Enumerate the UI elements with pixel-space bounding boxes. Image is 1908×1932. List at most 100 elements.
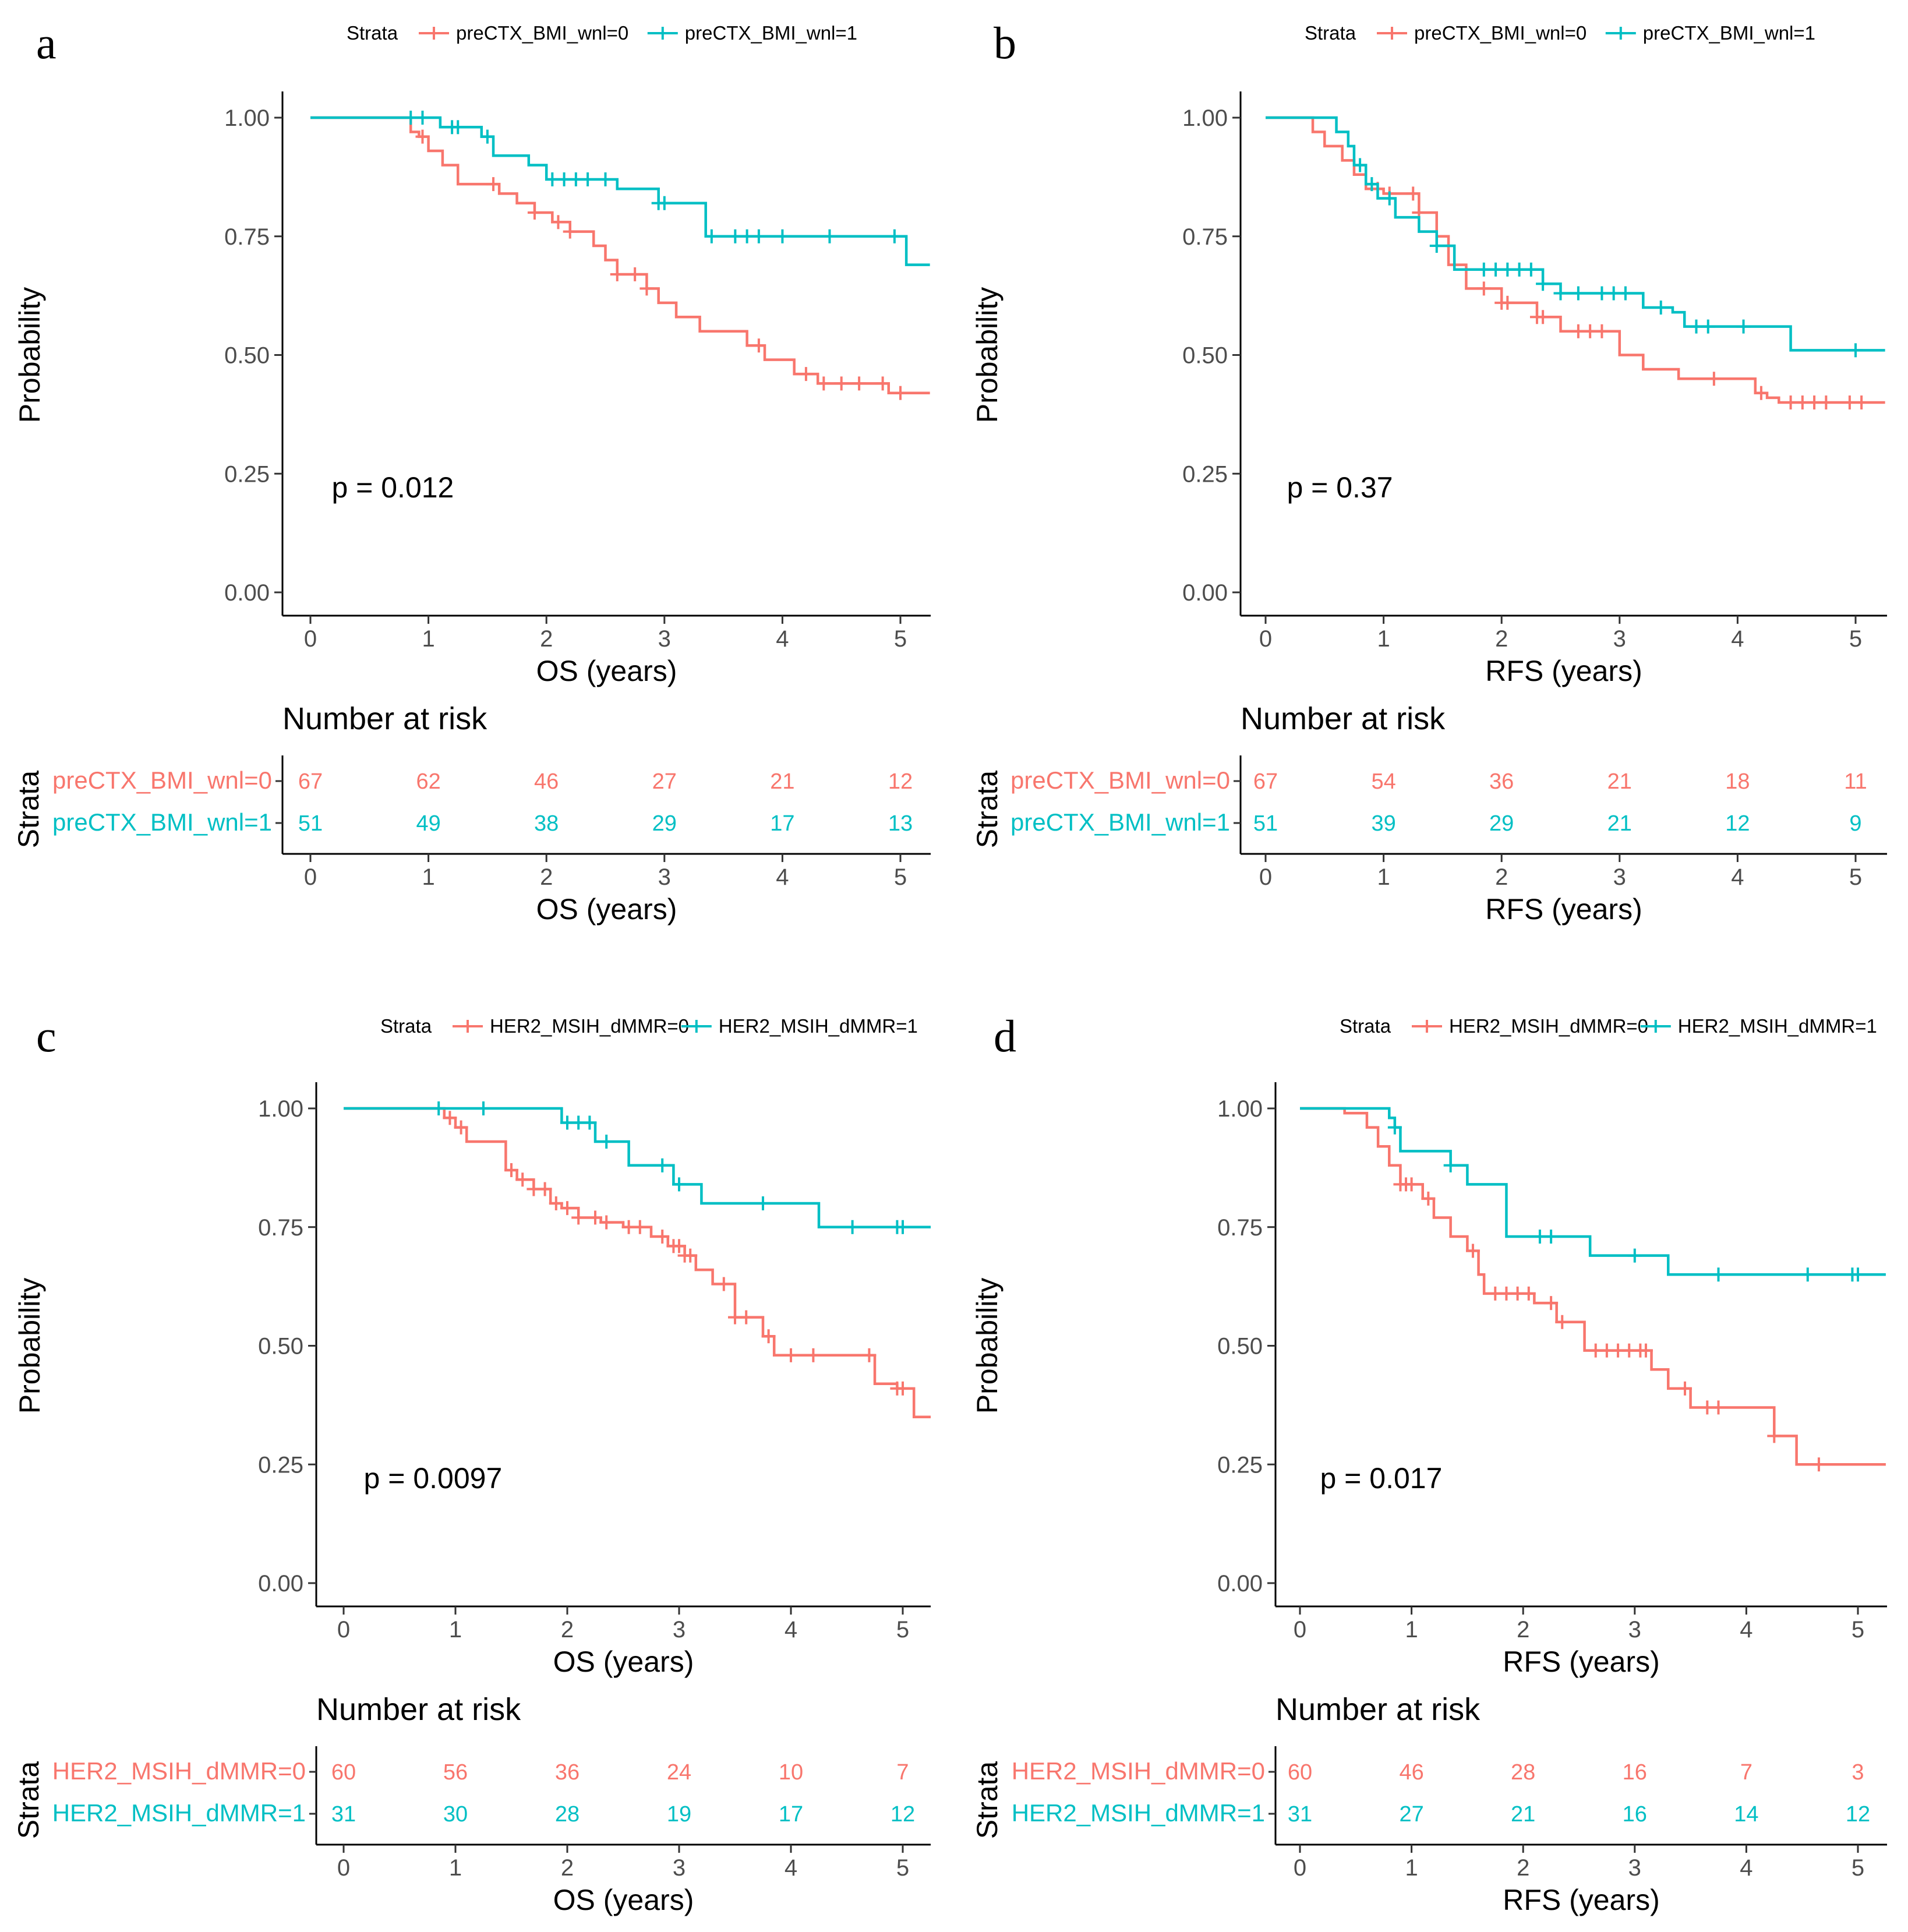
censor-mark (1800, 1267, 1815, 1282)
risk-strata-label: Strata (12, 1761, 45, 1839)
y-tick-label: 1.00 (224, 105, 270, 131)
risk-count: 12 (1846, 1802, 1870, 1827)
risk-count: 46 (1399, 1760, 1423, 1785)
risk-row-label: preCTX_BMI_wnl=0 (1010, 767, 1230, 794)
risk-count: 7 (1740, 1760, 1752, 1785)
risk-count: 7 (896, 1760, 909, 1785)
y-tick-label: 0.50 (258, 1334, 303, 1359)
risk-count: 10 (779, 1760, 803, 1785)
risk-row-label: preCTX_BMI_wnl=1 (1010, 808, 1230, 836)
y-tick-label: 1.00 (1217, 1096, 1263, 1122)
censor-mark (610, 267, 624, 281)
risk-row-label: HER2_MSIH_dMMR=0 (1012, 1757, 1265, 1785)
risk-count: 31 (331, 1802, 356, 1827)
y-tick-label: 0.00 (258, 1571, 303, 1597)
risk-x-tick-label: 2 (561, 1855, 574, 1881)
censor-mark (1465, 1244, 1480, 1258)
censor-mark (551, 215, 566, 229)
risk-count: 17 (779, 1802, 803, 1827)
censor-mark (545, 172, 560, 186)
panel-label-a: a (36, 17, 56, 68)
censor-mark (1595, 286, 1609, 301)
censor-mark (1429, 239, 1444, 253)
risk-x-axis-label: RFS (years) (1485, 893, 1642, 926)
censor-mark (806, 1348, 821, 1362)
risk-count: 29 (1489, 811, 1514, 836)
risk-count: 39 (1371, 811, 1395, 836)
km-panel-c: c Strata HER2_MSIH_dMMR=0 HER2_MSIH_dMMR=10… (12, 1011, 931, 1916)
risk-x-tick-label: 1 (449, 1855, 462, 1881)
x-tick-label: 0 (1294, 1617, 1306, 1643)
km-panel-d: d Strata HER2_MSIH_dMMR=0 HER2_MSIH_dMMR=1 0… (971, 1011, 1887, 1916)
risk-count: 12 (891, 1802, 915, 1827)
censor-mark (1536, 277, 1550, 291)
km-panel-b: b Strata preCTX_BMI_wnl=0 preCTX_BMI_wnl=10… (971, 17, 1887, 926)
censor-mark (1689, 319, 1704, 334)
risk-count: 3 (1852, 1760, 1864, 1785)
risk-row-label: preCTX_BMI_wnl=0 (52, 767, 272, 794)
censor-mark (1842, 395, 1857, 409)
km-curve-1 (344, 1107, 931, 1228)
censor-mark (454, 1120, 468, 1135)
risk-count: 60 (331, 1760, 356, 1785)
censor-mark (756, 1196, 770, 1210)
y-tick-label: 0.75 (224, 224, 270, 250)
legend-entry-1: preCTX_BMI_wnl=1 (685, 22, 857, 44)
censor-mark (549, 1196, 563, 1210)
censor-mark (1387, 1120, 1402, 1135)
legend-entry-0: preCTX_BMI_wnl=0 (456, 22, 628, 44)
censor-mark (1678, 1381, 1693, 1396)
risk-x-tick-label: 4 (785, 1855, 797, 1881)
risk-table-title: Number at risk (282, 701, 487, 736)
risk-count: 24 (667, 1760, 691, 1785)
censor-mark (683, 1248, 698, 1263)
x-tick-label: 0 (1259, 626, 1272, 652)
censor-mark (538, 1182, 552, 1196)
x-tick-label: 5 (894, 626, 907, 652)
censor-mark (657, 196, 672, 210)
x-tick-label: 3 (673, 1617, 686, 1643)
censor-mark (875, 376, 890, 391)
censor-mark (1406, 186, 1421, 201)
risk-x-tick-label: 2 (540, 864, 553, 890)
x-tick-label: 5 (896, 1617, 909, 1643)
x-axis-label: OS (years) (553, 1645, 694, 1678)
risk-count: 28 (1511, 1760, 1535, 1785)
risk-x-tick-label: 1 (1405, 1855, 1418, 1881)
x-tick-label: 5 (1849, 626, 1862, 652)
y-tick-label: 0.25 (1182, 461, 1228, 487)
risk-count: 18 (1725, 769, 1750, 794)
censor-mark (751, 338, 766, 353)
censor-mark (557, 172, 571, 186)
risk-x-tick-label: 1 (1377, 864, 1390, 890)
legend: Strata preCTX_BMI_wnl=0 preCTX_BMI_wnl=1 (347, 22, 857, 44)
censor-mark (672, 1239, 686, 1253)
x-tick-label: 2 (1495, 626, 1508, 652)
x-tick-label: 5 (1852, 1617, 1864, 1643)
risk-x-tick-label: 1 (422, 864, 434, 890)
risk-x-tick-label: 0 (337, 1855, 350, 1881)
legend-entry-0: preCTX_BMI_wnl=0 (1414, 22, 1587, 44)
censor-mark (1521, 1286, 1536, 1301)
risk-count: 21 (1511, 1802, 1535, 1827)
risk-count: 31 (1288, 1802, 1312, 1827)
censor-mark (1811, 1457, 1826, 1472)
risk-count: 16 (1623, 1760, 1647, 1785)
censor-mark (1583, 324, 1598, 338)
y-axis-label: Probability (971, 1278, 1004, 1414)
legend-entry-1: HER2_MSIH_dMMR=1 (1678, 1015, 1877, 1037)
x-tick-label: 3 (1613, 626, 1626, 652)
censor-mark (1571, 286, 1585, 301)
censor-mark (1544, 1296, 1559, 1311)
risk-strata-label: Strata (971, 771, 1004, 849)
censor-mark (1754, 386, 1768, 400)
y-tick-label: 0.50 (1182, 343, 1228, 369)
censor-mark (775, 229, 790, 243)
legend-title: Strata (1305, 22, 1356, 44)
censor-mark (1767, 1429, 1782, 1443)
x-axis-label: OS (years) (536, 655, 677, 687)
x-tick-label: 0 (304, 626, 317, 652)
censor-mark (1795, 395, 1810, 409)
censor-mark (1618, 286, 1633, 301)
censor-mark (1571, 324, 1585, 338)
